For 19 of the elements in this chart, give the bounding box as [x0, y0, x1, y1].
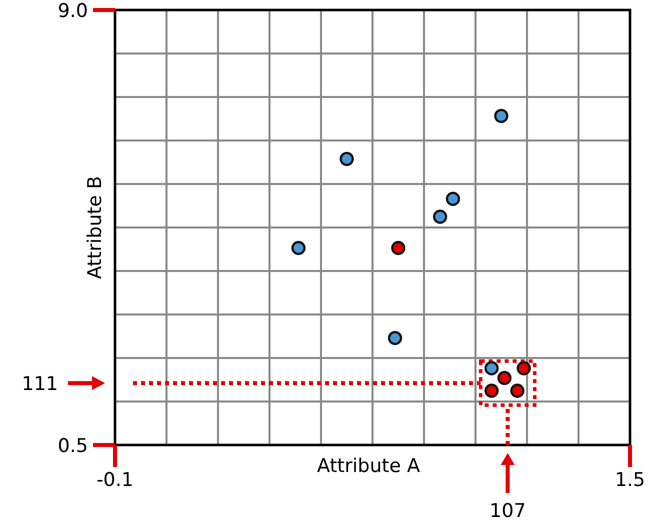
x-tick-label: -0.1: [96, 469, 134, 491]
point: [388, 330, 402, 346]
y-axis-title: Attribute B: [84, 176, 106, 279]
point: [484, 361, 499, 376]
text: 111: [22, 373, 58, 396]
point: [510, 384, 524, 398]
x-tick-label: 1.5: [614, 469, 646, 491]
point: [291, 240, 306, 256]
text: 107: [490, 500, 526, 521]
point: [446, 192, 460, 206]
point: [484, 384, 499, 398]
point: [391, 240, 406, 256]
x-axis-title: Attribute A: [317, 455, 420, 477]
y-tick-label: 9.0: [58, 0, 88, 22]
y-tick-label: 0.5: [58, 435, 88, 457]
point: [516, 361, 531, 376]
point: [340, 152, 354, 166]
point: [494, 108, 508, 124]
point: [432, 210, 448, 224]
